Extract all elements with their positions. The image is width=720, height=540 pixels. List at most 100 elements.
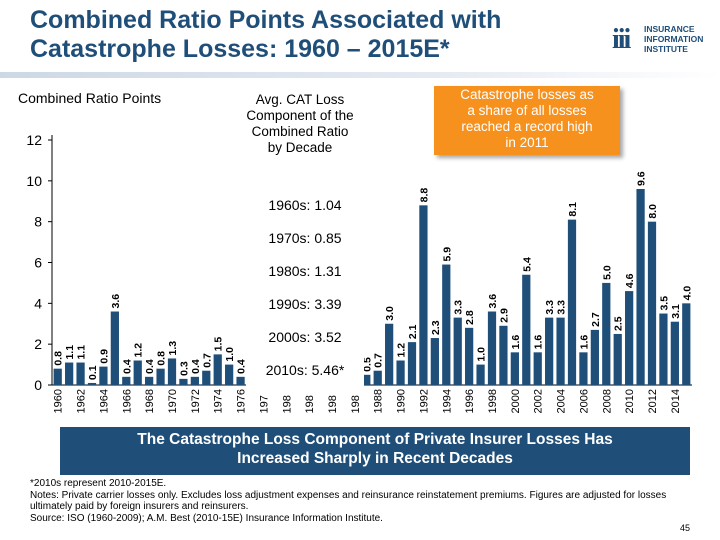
slide-title-text: Combined Ratio Points Associated with Ca… (30, 6, 502, 63)
bar-2003 (545, 317, 554, 385)
bar-1996 (465, 327, 474, 385)
x-tick-label-1996: 1996 (464, 389, 476, 413)
footnote-notes: Notes: Private carrier losses only. Excl… (30, 489, 667, 513)
decade-average-heading: Avg. CAT Loss Component of the Combined … (226, 92, 374, 156)
footnote-source: Source: ISO (1960-2009); A.M. Best (2010… (30, 512, 383, 524)
y-tick-label: 2 (34, 336, 42, 352)
value-label-1974: 1.5 (213, 337, 225, 352)
value-label-2012: 8.0 (647, 204, 659, 219)
value-label-2014: 3.1 (670, 304, 682, 319)
value-label-1963: 0.1 (87, 365, 99, 380)
bar-1962 (76, 362, 85, 385)
decade-average-2010s: 2010s: 5.46* (265, 361, 345, 378)
bar-1970 (167, 358, 177, 385)
bar-2010 (625, 291, 634, 385)
x-tick-label-1982: 1982 (304, 389, 316, 413)
bar-2009 (613, 333, 622, 385)
decade-average-1960s: 1960s: 1.04 (268, 196, 342, 213)
footnote-2010s: *2010s represent 2010-2015E. (30, 478, 167, 489)
value-label-1960: 0.8 (53, 351, 65, 366)
value-label-2000: 1.6 (510, 335, 522, 350)
bar-2011 (636, 189, 645, 385)
bar-1965 (110, 311, 119, 385)
value-label-1970: 1.3 (167, 341, 179, 356)
bar-1963 (87, 382, 97, 385)
y-tick-label: 4 (34, 295, 42, 311)
bar-1967 (133, 360, 142, 385)
value-label-1993: 2.3 (430, 320, 442, 335)
value-label-2005: 8.1 (567, 202, 579, 217)
x-tick-label-1986: 1986 (350, 389, 362, 413)
value-label-2002: 1.6 (533, 335, 545, 350)
x-tick-label-1962: 1962 (76, 389, 88, 413)
value-label-2006: 1.6 (578, 335, 590, 350)
value-label-1998: 3.6 (487, 294, 499, 309)
x-tick-label-2012: 2012 (647, 389, 659, 413)
value-label-2010: 4.6 (624, 273, 636, 288)
x-tick-label-2004: 2004 (556, 389, 568, 413)
bar-2014 (670, 321, 679, 385)
bar-1960 (53, 368, 62, 385)
x-tick-label-1970: 1970 (167, 389, 179, 413)
footnotes: *2010s represent 2010-2015E. Notes: Priv… (30, 478, 700, 524)
value-label-2011: 9.6 (636, 171, 648, 186)
bar-2013 (659, 313, 668, 385)
bar-1964 (99, 366, 108, 385)
bar-1991 (407, 342, 417, 385)
bar-1966 (122, 376, 131, 385)
bar-1969 (156, 368, 165, 385)
bar-1997 (476, 364, 485, 385)
summary-banner: The Catastrophe Loss Component of Privat… (60, 427, 690, 475)
bar-1998 (487, 311, 497, 385)
iii-logo-mark: iii (612, 24, 631, 55)
value-label-2009: 2.5 (613, 316, 625, 331)
value-label-2004: 3.3 (556, 300, 568, 315)
x-tick-label-1976: 1976 (236, 389, 248, 413)
x-tick-label-1988: 1988 (373, 389, 385, 413)
record-high-callout: Catastrophe losses as a share of all los… (434, 86, 620, 155)
decade-average-1980s: 1980s: 1.31 (268, 262, 342, 279)
x-tick-label-1972: 1972 (190, 389, 202, 413)
value-label-1967: 1.2 (133, 343, 145, 358)
bar-1990 (396, 360, 405, 385)
value-label-2001: 5.4 (521, 257, 533, 272)
x-tick-label-1978: 1978 (258, 389, 270, 413)
bar-2000 (510, 352, 519, 385)
value-label-1976: 0.4 (236, 359, 248, 374)
x-tick-label-1998: 1998 (487, 389, 499, 413)
bar-1971 (179, 378, 188, 385)
value-label-1973: 0.7 (201, 353, 213, 368)
bar-1995 (453, 317, 462, 385)
iii-logo: iii INSURANCE INFORMATION INSTITUTE (612, 22, 716, 60)
bar-1993 (430, 338, 439, 385)
x-tick-label-2014: 2014 (670, 389, 682, 413)
bar-1987 (362, 374, 371, 385)
x-tick-label-1984: 1984 (327, 389, 339, 413)
x-tick-label-1980: 1980 (281, 389, 293, 413)
value-label-1989: 3.0 (384, 306, 396, 321)
bar-1974 (213, 354, 222, 385)
value-label-1969: 0.8 (156, 351, 168, 366)
x-tick-label-1966: 1966 (121, 389, 133, 413)
y-tick-label: 6 (34, 255, 42, 271)
bar-2008 (602, 282, 611, 385)
value-label-2003: 3.3 (544, 300, 556, 315)
value-label-1968: 0.4 (144, 359, 156, 374)
x-tick-label-2006: 2006 (578, 389, 590, 413)
title-divider (0, 72, 720, 78)
decade-average-1970s: 1970s: 0.85 (268, 229, 342, 246)
value-label-1971: 0.3 (178, 361, 190, 376)
iii-logo-text: INSURANCE INFORMATION INSTITUTE (644, 24, 704, 54)
x-tick-label-1994: 1994 (441, 389, 453, 413)
bar-1976 (236, 376, 245, 385)
bar-1975 (225, 364, 234, 385)
bar-1961 (65, 362, 74, 385)
x-tick-label-1960: 1960 (53, 389, 65, 413)
value-label-1987: 0.5 (361, 357, 373, 372)
x-tick-label-2010: 2010 (624, 389, 636, 413)
bar-1973 (202, 370, 211, 385)
value-label-1962: 1.1 (76, 345, 88, 360)
bar-2004 (556, 317, 565, 385)
y-tick-label: 8 (34, 214, 42, 230)
value-label-1995: 3.3 (453, 300, 465, 315)
